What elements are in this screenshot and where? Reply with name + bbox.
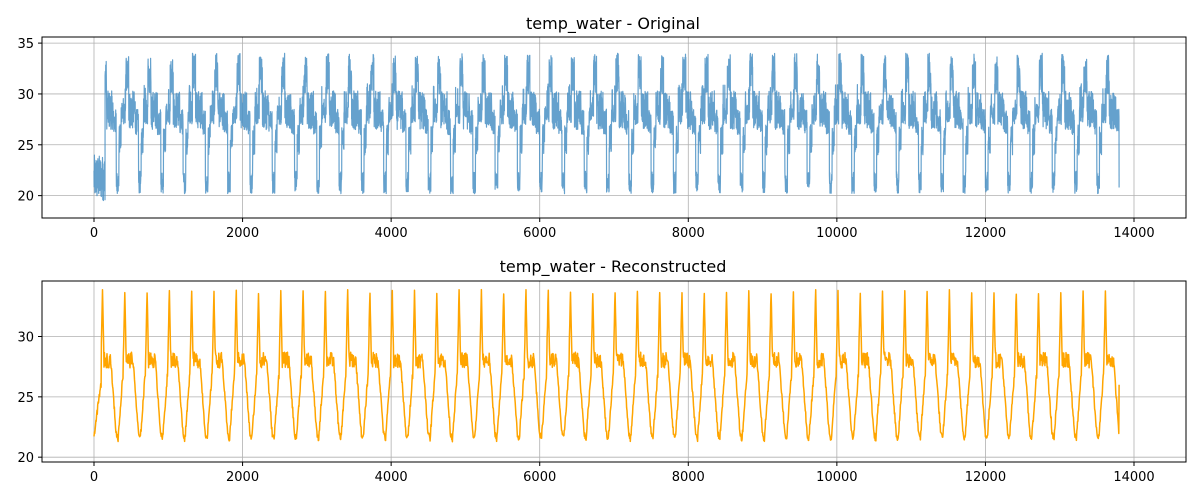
- x-tick-label: 0: [90, 470, 98, 485]
- x-tick-label: 10000: [816, 226, 857, 241]
- series-reconstructed: [93, 288, 1120, 443]
- x-tick-label: 2000: [226, 226, 259, 241]
- x-tick-label: 10000: [816, 470, 857, 485]
- chart-title-reconstructed: temp_water - Reconstructed: [500, 257, 727, 277]
- subplot-reconstructed: temp_water - Reconstructed 0 2000 4000 6000…: [17, 257, 1187, 485]
- axes-frame-reconstructed: [41, 280, 1187, 463]
- y-tick-label: 25: [17, 391, 34, 406]
- series-original: [93, 52, 1120, 202]
- x-tick-label: 8000: [672, 226, 705, 241]
- ticks-reconstructed: 0 2000 4000 6000 8000 10000 12000 14000 20 25 30: [17, 331, 1154, 485]
- y-tick-label: 25: [17, 139, 34, 154]
- series-line-reconstructed: [93, 288, 1120, 443]
- x-tick-label: 4000: [375, 226, 408, 241]
- x-tick-label: 12000: [965, 226, 1006, 241]
- x-tick-label: 8000: [672, 470, 705, 485]
- x-tick-label: 14000: [1113, 226, 1154, 241]
- series-line-original: [93, 52, 1120, 202]
- x-tick-label: 6000: [523, 470, 556, 485]
- y-tick-label: 35: [17, 37, 34, 52]
- ticks-original: 0 2000 4000 6000 8000 10000 12000 14000 20 25 30 35: [17, 37, 1154, 241]
- y-tick-label: 30: [17, 88, 34, 103]
- x-tick-label: 0: [90, 226, 98, 241]
- y-tick-label: 20: [17, 451, 34, 466]
- x-tick-label: 2000: [226, 470, 259, 485]
- axes-frame-original: [41, 36, 1187, 219]
- grid-original: [42, 37, 1186, 218]
- x-tick-label: 12000: [965, 470, 1006, 485]
- y-tick-label: 20: [17, 190, 34, 205]
- x-tick-label: 6000: [523, 226, 556, 241]
- y-tick-label: 30: [17, 331, 34, 346]
- chart-title-original: temp_water - Original: [526, 14, 700, 34]
- x-tick-label: 14000: [1113, 470, 1154, 485]
- x-tick-label: 4000: [375, 470, 408, 485]
- subplot-original: temp_water - Original 0 2000 4000 6000 8000 1…: [17, 14, 1187, 241]
